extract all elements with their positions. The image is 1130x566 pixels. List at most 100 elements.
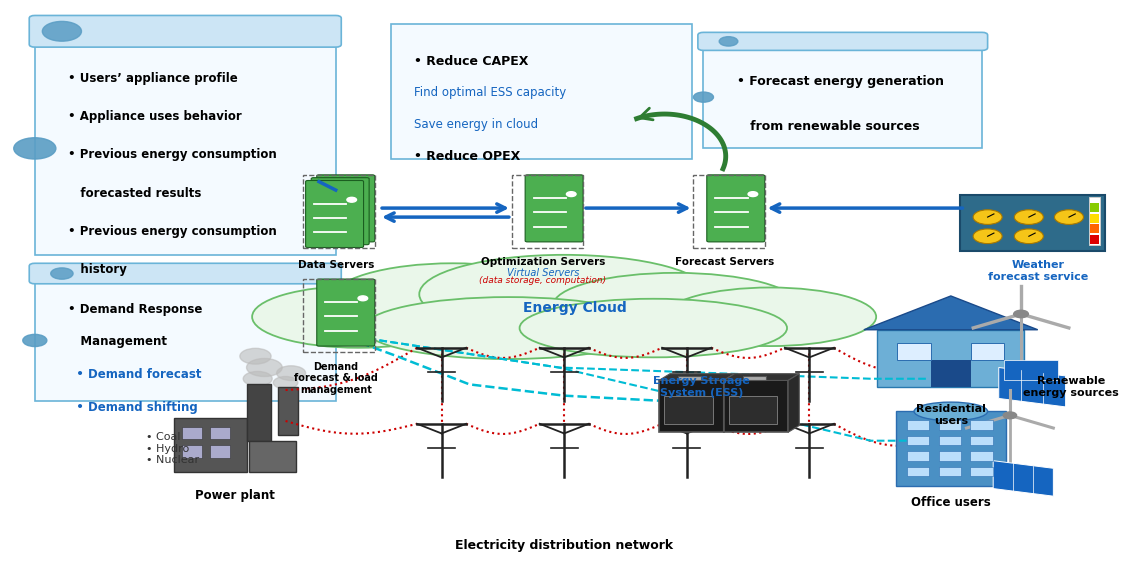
Bar	[182, 445, 202, 457]
Ellipse shape	[520, 299, 786, 357]
Bar	[1090, 235, 1099, 244]
Bar	[664, 396, 713, 424]
Bar	[210, 427, 229, 439]
Circle shape	[748, 192, 758, 196]
Text: • Users’ appliance profile: • Users’ appliance profile	[68, 72, 238, 85]
Bar	[939, 436, 960, 445]
Polygon shape	[993, 461, 1053, 496]
Text: Data Servers: Data Servers	[297, 260, 374, 271]
Polygon shape	[723, 380, 788, 432]
Text: Office users: Office users	[911, 496, 991, 509]
Bar	[877, 330, 1025, 387]
Text: Energy Cloud: Energy Cloud	[523, 301, 627, 315]
Text: • Demand forecast: • Demand forecast	[68, 368, 202, 381]
Bar	[1090, 225, 1099, 233]
Ellipse shape	[330, 263, 575, 337]
Text: • Reduce OPEX: • Reduce OPEX	[414, 149, 520, 162]
FancyBboxPatch shape	[698, 32, 988, 50]
Polygon shape	[659, 374, 734, 380]
Circle shape	[1003, 412, 1017, 419]
Circle shape	[273, 376, 298, 389]
Text: Find optimal ESS capacity: Find optimal ESS capacity	[414, 87, 566, 100]
FancyBboxPatch shape	[29, 263, 341, 284]
Circle shape	[14, 138, 55, 159]
Text: Energy Stroage
System (ESS): Energy Stroage System (ESS)	[653, 376, 749, 397]
Text: Virtual Servers: Virtual Servers	[506, 268, 580, 278]
Ellipse shape	[664, 288, 876, 346]
Circle shape	[973, 210, 1002, 225]
Circle shape	[42, 22, 81, 41]
Bar	[906, 420, 929, 430]
Bar	[1005, 360, 1058, 380]
Circle shape	[566, 192, 576, 196]
Bar	[729, 396, 777, 424]
Text: • Demand Response: • Demand Response	[68, 303, 202, 316]
FancyBboxPatch shape	[391, 24, 693, 159]
Circle shape	[358, 192, 367, 196]
Circle shape	[353, 195, 362, 199]
Bar	[278, 387, 298, 435]
Bar	[939, 451, 960, 461]
Bar	[971, 436, 992, 445]
Circle shape	[719, 37, 738, 46]
Bar	[678, 376, 701, 380]
Polygon shape	[999, 367, 1066, 407]
Circle shape	[243, 371, 272, 386]
Bar	[249, 441, 296, 471]
Ellipse shape	[419, 255, 709, 334]
Text: • Previous energy consumption: • Previous energy consumption	[68, 148, 277, 161]
FancyBboxPatch shape	[305, 181, 364, 247]
Bar	[959, 195, 1105, 251]
Text: • Appliance uses behavior: • Appliance uses behavior	[68, 110, 242, 123]
Bar	[971, 466, 992, 477]
Text: Residential
users: Residential users	[916, 404, 985, 426]
Polygon shape	[864, 296, 1037, 330]
Circle shape	[973, 229, 1002, 243]
Polygon shape	[788, 374, 799, 432]
Bar	[931, 360, 971, 387]
Text: Electricity distribution network: Electricity distribution network	[455, 539, 673, 552]
Text: Save energy in cloud: Save energy in cloud	[414, 118, 538, 131]
FancyBboxPatch shape	[29, 15, 341, 47]
Circle shape	[277, 366, 305, 380]
Text: • Forecast energy generation: • Forecast energy generation	[737, 75, 944, 88]
Polygon shape	[723, 374, 734, 432]
Ellipse shape	[252, 286, 463, 348]
Circle shape	[246, 358, 282, 376]
Circle shape	[240, 348, 271, 364]
FancyBboxPatch shape	[35, 18, 336, 255]
Circle shape	[1015, 229, 1043, 243]
Bar	[246, 384, 271, 441]
Circle shape	[1015, 210, 1043, 225]
Bar	[1090, 214, 1099, 223]
Bar	[906, 451, 929, 461]
Bar	[742, 376, 765, 380]
Text: Optimization Servers: Optimization Servers	[480, 256, 606, 267]
Text: • Demand shifting: • Demand shifting	[68, 401, 198, 414]
Circle shape	[694, 92, 713, 102]
Text: Renewable
energy sources: Renewable energy sources	[1024, 376, 1119, 397]
Bar	[896, 411, 1006, 486]
Text: • Previous energy consumption: • Previous energy consumption	[68, 225, 277, 238]
Circle shape	[23, 335, 46, 346]
Circle shape	[347, 198, 357, 202]
FancyBboxPatch shape	[706, 175, 765, 242]
Bar	[939, 466, 960, 477]
Text: Weather
forecast service: Weather forecast service	[988, 260, 1088, 282]
Bar	[971, 451, 992, 461]
Bar	[906, 436, 929, 445]
FancyBboxPatch shape	[311, 178, 370, 245]
Bar	[939, 420, 960, 430]
Text: Power plant: Power plant	[195, 488, 276, 501]
Bar	[210, 445, 229, 457]
Bar	[174, 418, 246, 471]
Text: from renewable sources: from renewable sources	[737, 119, 920, 132]
Circle shape	[358, 296, 367, 301]
Text: Demand
forecast & load
management: Demand forecast & load management	[294, 362, 377, 395]
Circle shape	[51, 268, 73, 279]
FancyBboxPatch shape	[316, 279, 375, 346]
Ellipse shape	[364, 297, 653, 359]
Bar	[182, 427, 202, 439]
Bar	[971, 420, 992, 430]
Text: Management: Management	[68, 336, 167, 349]
